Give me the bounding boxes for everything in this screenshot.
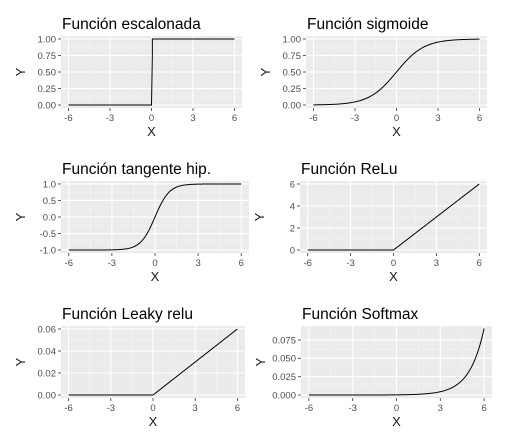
y-tick-label: 2 — [290, 223, 295, 234]
x-tick-label: 0 — [391, 258, 396, 269]
x-axis-title: X — [147, 124, 156, 139]
x-tick-label: 0 — [150, 403, 155, 414]
x-tick-label: 3 — [195, 258, 200, 269]
y-tick-label: 0.075 — [272, 335, 296, 346]
chart-title: Función ReLu — [301, 161, 398, 178]
x-tick-label: 3 — [193, 403, 198, 414]
x-tick-label: -6 — [303, 258, 311, 269]
y-tick-label: 0.025 — [272, 372, 296, 383]
chart-panel-1: -6 -3 0 3 6 0.00 0.25 0.50 0.75 1.00 Función escal… — [13, 16, 242, 139]
x-tick-label: -6 — [64, 113, 72, 124]
chart-title: Función escalonada — [62, 16, 201, 33]
y-tick-label: 0.25 — [283, 84, 302, 95]
y-axis-title: Y — [13, 67, 28, 76]
y-tick-label: 0.000 — [272, 390, 296, 401]
y-axis-title: Y — [258, 67, 273, 76]
x-tick-label: 0 — [149, 113, 154, 124]
y-tick-label: 0.5 — [43, 196, 56, 207]
y-tick-label: 6 — [290, 179, 295, 190]
y-tick-label: 1.00 — [283, 34, 302, 45]
y-tick-label: 0.75 — [283, 51, 302, 62]
series-line — [308, 328, 485, 396]
y-tick-label: 0 — [290, 245, 295, 256]
series-line — [68, 38, 235, 106]
chart-panel-2: -6 -3 0 3 6 0.00 0.25 0.50 0.75 1.00 Función sigmo… — [258, 16, 487, 139]
chart-title: Función Leaky relu — [62, 306, 193, 323]
x-axis-title: X — [151, 269, 160, 284]
y-tick-label: 0.02 — [38, 368, 57, 379]
x-tick-label: -3 — [346, 258, 354, 269]
x-axis-title: X — [149, 414, 158, 429]
y-tick-label: 0.75 — [38, 51, 57, 62]
x-tick-label: -6 — [64, 403, 72, 414]
x-tick-label: 6 — [232, 113, 237, 124]
x-tick-label: 3 — [438, 403, 443, 414]
x-axis-title: X — [389, 269, 398, 284]
x-tick-label: 6 — [235, 403, 240, 414]
x-tick-label: -3 — [351, 113, 359, 124]
x-tick-label: 6 — [477, 258, 482, 269]
x-tick-label: 6 — [481, 403, 486, 414]
y-tick-label: 0.06 — [38, 324, 57, 335]
x-tick-label: -3 — [108, 258, 116, 269]
y-tick-label: -1.0 — [40, 245, 56, 256]
chart-panel-6: -6 -3 0 3 6 0.000 0.025 0.050 0.075 Función Softm… — [253, 306, 492, 429]
x-tick-label: -3 — [107, 403, 115, 414]
x-tick-label: 6 — [477, 113, 482, 124]
chart-title: Función tangente hip. — [62, 161, 211, 178]
x-tick-label: 3 — [190, 113, 195, 124]
x-tick-label: -6 — [305, 403, 313, 414]
y-tick-label: 0.50 — [283, 67, 302, 78]
chart-panel-5: -6 -3 0 3 6 0.00 0.02 0.04 0.06 Función Leaky rel… — [13, 306, 245, 429]
y-tick-label: 0.04 — [38, 346, 57, 357]
series-line — [68, 328, 238, 396]
y-tick-label: 1.00 — [38, 34, 57, 45]
x-tick-label: 6 — [239, 258, 244, 269]
y-axis-title: Y — [13, 357, 28, 366]
y-tick-label: 4 — [290, 201, 295, 212]
x-tick-label: 0 — [152, 258, 157, 269]
chart-title: Función sigmoide — [307, 16, 428, 33]
x-tick-label: 0 — [394, 403, 399, 414]
y-tick-label: 0.00 — [283, 100, 302, 111]
x-tick-label: -3 — [348, 403, 356, 414]
x-tick-label: -6 — [65, 258, 73, 269]
y-tick-label: 1.0 — [43, 179, 56, 190]
y-tick-label: 0.25 — [38, 84, 57, 95]
series-line — [68, 183, 242, 251]
y-tick-label: 0.050 — [272, 354, 296, 365]
y-axis-title: Y — [13, 212, 28, 221]
x-tick-label: 3 — [435, 113, 440, 124]
x-tick-label: 3 — [434, 258, 439, 269]
chart-panel-4: -6 -3 0 3 6 0 2 4 6 Función ReLu X Y — [252, 161, 487, 284]
x-tick-label: -6 — [309, 113, 317, 124]
x-axis-title: X — [392, 414, 401, 429]
chart-panel-3: -6 -3 0 3 6 -1.0 -0.5 0.0 0.5 1.0 Función tangente… — [13, 161, 249, 284]
x-tick-label: -3 — [106, 113, 114, 124]
chart-title: Función Softmax — [302, 306, 419, 323]
y-tick-label: 0.0 — [43, 212, 56, 223]
y-tick-label: 0.00 — [38, 390, 57, 401]
y-axis-title: Y — [252, 212, 267, 221]
y-tick-label: 0.50 — [38, 67, 57, 78]
series-line — [307, 183, 480, 251]
y-axis-title: Y — [253, 357, 268, 366]
y-tick-label: -0.5 — [40, 229, 56, 240]
y-tick-label: 0.00 — [38, 100, 57, 111]
x-axis-title: X — [392, 124, 401, 139]
x-tick-label: 0 — [394, 113, 399, 124]
series-line — [313, 38, 480, 106]
